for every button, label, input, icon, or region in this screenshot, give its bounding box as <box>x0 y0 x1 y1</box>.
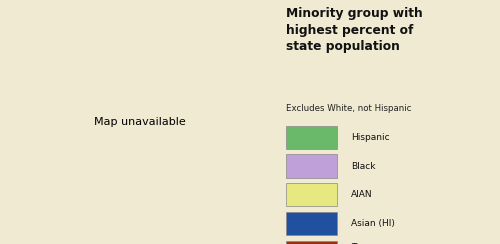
Text: AIAN: AIAN <box>351 190 373 199</box>
Bar <box>286 154 337 178</box>
Bar <box>286 212 337 235</box>
Text: Map unavailable: Map unavailable <box>94 117 186 127</box>
Text: Minority group with
highest percent of
state population: Minority group with highest percent of s… <box>286 7 423 53</box>
Text: Asian (HI): Asian (HI) <box>351 219 395 228</box>
Text: Hispanic: Hispanic <box>351 133 390 142</box>
Text: Excludes White, not Hispanic: Excludes White, not Hispanic <box>286 104 412 113</box>
Bar <box>286 126 337 149</box>
Bar <box>286 183 337 206</box>
Text: Two or more races,
not Hispanic: Two or more races, not Hispanic <box>351 243 436 244</box>
Text: Black: Black <box>351 162 376 171</box>
Bar <box>286 241 337 244</box>
